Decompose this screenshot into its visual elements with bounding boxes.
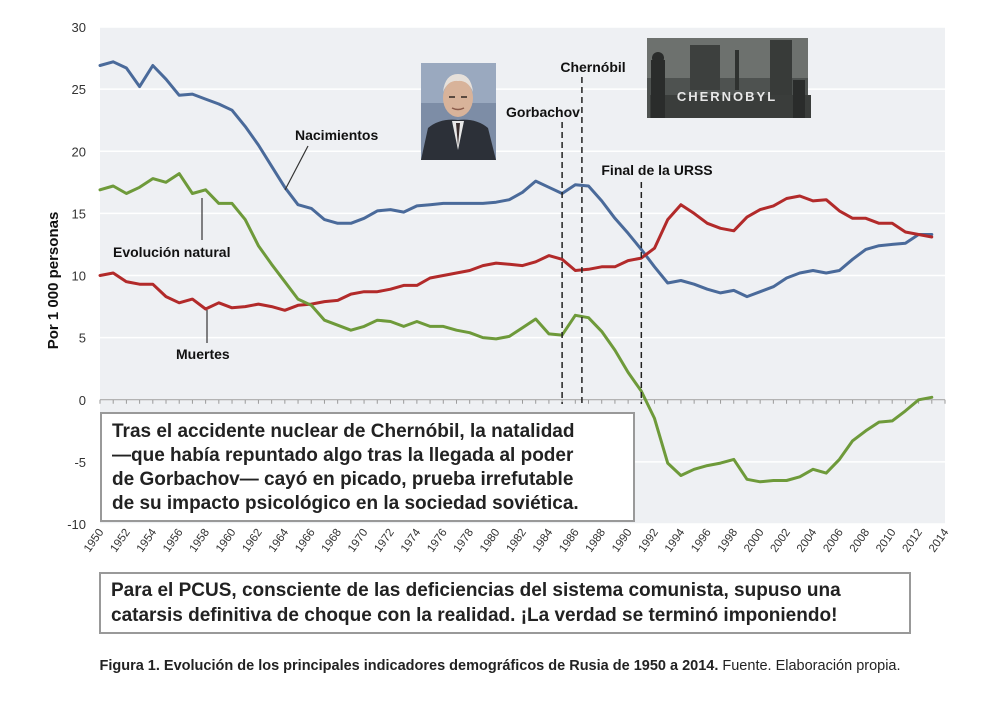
y-tick-label: 10: [72, 269, 86, 284]
births-line: [98, 60, 934, 299]
x-tick-label: 2008: [848, 527, 873, 555]
y-tick-label: 15: [72, 206, 86, 221]
note-line: de Gorbachov— cayó en picado, prueba irr…: [112, 469, 574, 490]
x-tick-label: 2010: [874, 527, 899, 555]
event-label: Gorbachov: [506, 104, 580, 120]
event-annotations: Gorbachov Chernóbil Final de la URSS: [506, 59, 713, 404]
x-tick-label: 1988: [584, 527, 609, 555]
x-tick-label: 1956: [161, 527, 186, 555]
y-tick-label: 25: [72, 82, 86, 97]
y-tick-label: 5: [79, 331, 86, 346]
y-tick-label: 30: [72, 20, 86, 35]
y-tick-label: 20: [72, 144, 86, 159]
series-labels: Nacimientos Evolución natural Muertes: [113, 127, 378, 362]
x-tick-label: 1978: [452, 527, 477, 555]
series-label-leader: [284, 145, 309, 191]
x-tick-label: 1976: [425, 527, 450, 555]
x-tick-label: 2012: [901, 527, 926, 555]
chernobyl-poster: CHERNOBYL: [647, 38, 811, 118]
x-tick-label: 1980: [478, 527, 503, 555]
pcus-note-box: Para el PCUS, consciente de las deficien…: [99, 572, 911, 634]
caption-title: Figura 1. Evolución de los principales i…: [99, 658, 719, 674]
x-tick-label: 2002: [769, 527, 794, 555]
x-tick-label: 1960: [214, 527, 239, 555]
x-tick-label: 2004: [795, 526, 820, 554]
x-tick-label: 1996: [689, 527, 714, 555]
x-tick-label: 1970: [346, 527, 371, 555]
x-tick-label: 1990: [610, 527, 635, 555]
note-line: de su impacto psicológico en la sociedad…: [112, 493, 579, 514]
x-tick-label: 1984: [531, 526, 556, 554]
x-tick-label: 1974: [399, 526, 424, 554]
series-label: Nacimientos: [295, 127, 378, 143]
y-tick-label: -10: [67, 517, 86, 532]
series-label: Evolución natural: [113, 244, 230, 260]
gorbachov-photo: [421, 63, 496, 160]
natural-change-line: [98, 172, 934, 484]
x-tick-label: 1958: [188, 527, 213, 555]
event-label: Final de la URSS: [601, 162, 712, 178]
x-tick-label: 2006: [821, 527, 846, 555]
note-line: —que había repuntado algo tras la llegad…: [112, 445, 574, 466]
x-tick-label: 1972: [372, 527, 397, 555]
y-axis-label: Por 1 000 personas: [45, 212, 62, 350]
note-line: catarsis definitiva de choque con la rea…: [111, 605, 838, 626]
deaths-line: [98, 194, 934, 312]
y-tick-label: 0: [79, 393, 86, 408]
x-axis: [99, 399, 946, 404]
x-tick-label: 1968: [320, 527, 345, 555]
x-tick-label: 2014: [927, 526, 952, 554]
y-axis-ticks: -10 -5 0 5 10 15 20 25 30: [67, 20, 86, 532]
note-line: Para el PCUS, consciente de las deficien…: [111, 580, 841, 601]
figure-caption: Figura 1. Evolución de los principales i…: [30, 652, 970, 680]
x-tick-label: 1998: [716, 527, 741, 555]
note-line: Tras el accidente nuclear de Chernóbil, …: [112, 421, 575, 442]
x-tick-label: 1966: [293, 527, 318, 555]
x-tick-label: 1964: [267, 526, 292, 554]
caption-source: Fuente. Elaboración propia.: [718, 658, 901, 674]
x-tick-label: 1992: [636, 527, 661, 555]
y-tick-label: -5: [74, 455, 86, 470]
x-tick-label: 1986: [557, 527, 582, 555]
series-label: Muertes: [176, 346, 230, 362]
x-tick-label: 2000: [742, 527, 767, 555]
x-tick-label: 1994: [663, 526, 688, 554]
x-tick-label: 1962: [240, 527, 265, 555]
series-lines: [98, 60, 934, 484]
chernobyl-poster-title: CHERNOBYL: [677, 89, 777, 104]
x-tick-label: 1982: [504, 527, 529, 555]
x-axis-ticks: 1950 1952 1954 1956 1958 1960 1962 1964 1966 1968…: [82, 526, 952, 554]
chernobyl-note-box: Tras el accidente nuclear de Chernóbil, …: [100, 412, 635, 522]
x-tick-label: 1954: [135, 526, 160, 554]
x-tick-label: 1952: [108, 527, 133, 555]
event-label: Chernóbil: [560, 59, 625, 75]
